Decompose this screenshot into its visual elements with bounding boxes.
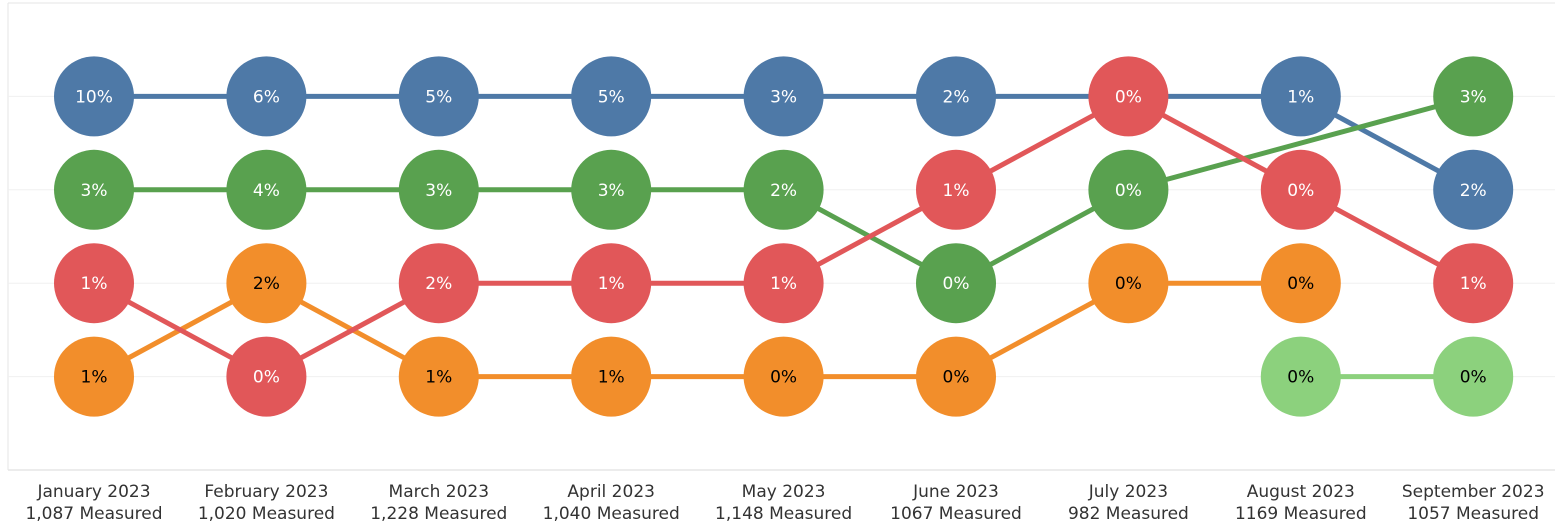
bump-dot bbox=[743, 243, 824, 324]
value-label: 0% bbox=[1287, 368, 1314, 388]
bump-dot bbox=[571, 56, 652, 137]
bump-dot bbox=[1433, 243, 1514, 324]
bump-dot bbox=[54, 336, 134, 417]
value-label: 2% bbox=[770, 181, 797, 201]
value-label: 2% bbox=[253, 274, 280, 294]
value-label: 0% bbox=[943, 274, 970, 294]
x-tick-label: April 2023 bbox=[567, 482, 655, 502]
value-label: 0% bbox=[1115, 87, 1142, 107]
value-label: 0% bbox=[1287, 274, 1314, 294]
bump-dot bbox=[571, 149, 652, 230]
value-label: 3% bbox=[598, 181, 625, 201]
bump-dot bbox=[398, 56, 479, 137]
bump-dot bbox=[54, 56, 134, 137]
x-tick-sublabel: 1,087 Measured bbox=[25, 504, 162, 524]
value-label: 2% bbox=[943, 87, 970, 107]
value-label: 3% bbox=[81, 181, 108, 201]
value-label: 0% bbox=[1115, 181, 1142, 201]
bump-dot bbox=[1088, 149, 1169, 230]
value-label: 1% bbox=[425, 368, 452, 388]
bump-dot bbox=[1433, 149, 1514, 230]
x-tick-label: February 2023 bbox=[204, 482, 328, 502]
bump-dot bbox=[398, 243, 479, 324]
value-label: 1% bbox=[81, 368, 108, 388]
x-tick-label: May 2023 bbox=[742, 482, 826, 502]
value-label: 1% bbox=[770, 274, 797, 294]
x-tick-sublabel: 1,040 Measured bbox=[543, 504, 680, 524]
value-label: 0% bbox=[253, 368, 280, 388]
bump-dot bbox=[1088, 56, 1169, 137]
bump-dot bbox=[1433, 56, 1514, 137]
value-label: 0% bbox=[1460, 368, 1487, 388]
x-tick-label: March 2023 bbox=[389, 482, 490, 502]
value-label: 0% bbox=[1115, 274, 1142, 294]
value-label: 1% bbox=[81, 274, 108, 294]
value-label: 3% bbox=[425, 181, 452, 201]
x-tick-sublabel: 1,148 Measured bbox=[715, 504, 852, 524]
bump-dot bbox=[1260, 336, 1341, 417]
value-label: 0% bbox=[770, 368, 797, 388]
x-tick-sublabel: 1,228 Measured bbox=[370, 504, 507, 524]
value-label: 10% bbox=[75, 87, 113, 107]
bump-dot bbox=[1088, 243, 1169, 324]
bump-dot bbox=[226, 243, 307, 324]
bump-dot bbox=[743, 56, 824, 137]
value-label: 4% bbox=[253, 181, 280, 201]
x-tick-sublabel: 1169 Measured bbox=[1235, 504, 1367, 524]
bump-dot bbox=[54, 149, 134, 230]
value-label: 3% bbox=[770, 87, 797, 107]
x-tick-label: August 2023 bbox=[1247, 482, 1355, 502]
x-tick-label: July 2023 bbox=[1088, 482, 1168, 502]
bump-dot bbox=[54, 243, 134, 324]
value-label: 2% bbox=[425, 274, 452, 294]
bump-line bbox=[1127, 93, 1474, 193]
value-label: 3% bbox=[1460, 87, 1487, 107]
bump-dot bbox=[916, 56, 996, 137]
bump-dot bbox=[571, 243, 652, 324]
value-label: 5% bbox=[598, 87, 625, 107]
value-label: 2% bbox=[1460, 181, 1487, 201]
bump-dot bbox=[743, 336, 824, 417]
value-label: 6% bbox=[253, 87, 280, 107]
value-label: 0% bbox=[943, 368, 970, 388]
bump-dot bbox=[226, 56, 307, 137]
x-tick-sublabel: 1057 Measured bbox=[1407, 504, 1539, 524]
x-tick-sublabel: 1067 Measured bbox=[890, 504, 1022, 524]
value-label: 1% bbox=[1460, 274, 1487, 294]
value-label: 1% bbox=[1287, 87, 1314, 107]
bump-dot bbox=[916, 149, 996, 230]
bump-dot bbox=[743, 149, 824, 230]
bump-dot bbox=[1260, 149, 1341, 230]
bump-dot bbox=[398, 149, 479, 230]
bump-dot bbox=[1260, 56, 1341, 137]
bump-dot bbox=[226, 336, 307, 417]
value-label: 1% bbox=[598, 274, 625, 294]
bump-dot bbox=[916, 336, 996, 417]
x-tick-sublabel: 982 Measured bbox=[1068, 504, 1189, 524]
value-label: 0% bbox=[1287, 181, 1314, 201]
bump-dot bbox=[226, 149, 307, 230]
bump-dot bbox=[1433, 336, 1514, 417]
x-tick-label: September 2023 bbox=[1402, 482, 1545, 502]
x-tick-label: June 2023 bbox=[912, 482, 999, 502]
value-label: 1% bbox=[598, 368, 625, 388]
value-label: 5% bbox=[425, 87, 452, 107]
bump-dot bbox=[398, 336, 479, 417]
bump-dot bbox=[571, 336, 652, 417]
bump-dot bbox=[916, 243, 996, 324]
value-label: 1% bbox=[943, 181, 970, 201]
x-tick-sublabel: 1,020 Measured bbox=[198, 504, 335, 524]
x-tick-label: January 2023 bbox=[36, 482, 150, 502]
bump-dot bbox=[1260, 243, 1341, 324]
